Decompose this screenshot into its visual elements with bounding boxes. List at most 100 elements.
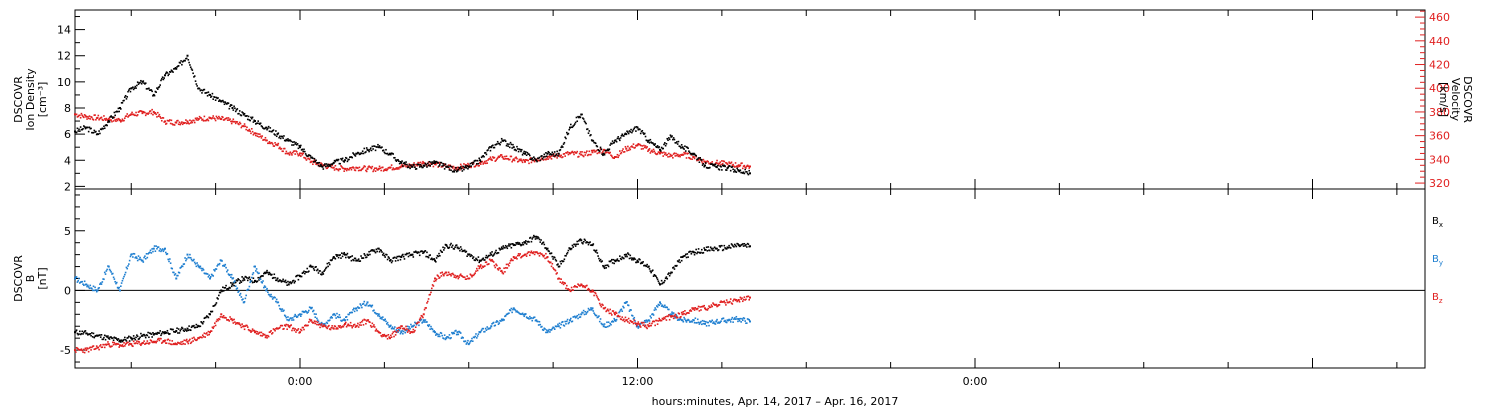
data-point-fill — [216, 265, 219, 267]
data-point-fill — [587, 287, 590, 290]
data-point — [737, 164, 740, 167]
data-point-fill — [99, 117, 102, 119]
data-point-fill — [372, 325, 374, 328]
data-point — [197, 87, 200, 90]
data-point-fill — [243, 123, 246, 125]
data-point-fill — [236, 108, 239, 110]
data-point-fill — [287, 138, 289, 140]
data-point-fill — [493, 264, 496, 267]
data-point-fill — [475, 163, 478, 166]
data-point-fill — [110, 345, 112, 348]
data-point-fill — [127, 341, 129, 344]
data-point-fill — [439, 276, 441, 279]
data-point-fill — [457, 333, 460, 336]
data-point-fill — [644, 321, 647, 324]
data-point-fill — [369, 147, 372, 150]
data-point-fill — [378, 315, 381, 318]
data-point-fill — [258, 122, 260, 125]
data-point-fill — [357, 152, 360, 154]
data-point — [737, 169, 740, 172]
data-point-fill — [259, 277, 261, 279]
data-point-fill — [279, 307, 281, 310]
data-point-fill — [708, 167, 710, 169]
data-point-fill — [721, 169, 723, 171]
data-point-fill — [132, 88, 135, 91]
data-point-fill — [361, 167, 364, 170]
data-point-fill — [279, 148, 282, 150]
data-point-fill — [663, 281, 665, 284]
data-point-fill — [570, 248, 572, 251]
data-point-fill — [278, 136, 280, 139]
data-point-fill — [672, 313, 674, 315]
data-point-fill — [78, 348, 80, 351]
data-point-fill — [474, 259, 476, 262]
data-point-fill — [639, 143, 641, 146]
data-point-fill — [511, 160, 513, 163]
data-point-fill — [463, 276, 465, 279]
data-point-fill — [406, 163, 408, 166]
data-point-fill — [169, 70, 171, 73]
data-point-fill — [274, 296, 276, 299]
data-point-fill — [104, 338, 107, 341]
data-point-fill — [629, 308, 632, 311]
data-point-fill — [533, 251, 535, 253]
data-point-fill — [232, 277, 235, 279]
data-point-fill — [574, 152, 577, 154]
data-point-fill — [624, 132, 627, 135]
data-point-fill — [377, 330, 379, 333]
data-point-fill — [441, 165, 444, 167]
data-point-fill — [138, 337, 141, 340]
data-point-fill — [742, 165, 745, 168]
data-point-fill — [695, 308, 697, 310]
data-point-fill — [709, 321, 712, 323]
data-point-fill — [548, 151, 550, 154]
data-point-fill — [655, 276, 658, 279]
data-point-fill — [667, 308, 669, 311]
data-point — [85, 283, 88, 286]
data-point-fill — [230, 104, 232, 106]
data-point-fill — [650, 317, 652, 319]
data-point-fill — [268, 331, 271, 334]
data-point-fill — [477, 256, 480, 258]
data-point-fill — [660, 150, 662, 152]
data-point-fill — [660, 151, 663, 154]
data-point-fill — [161, 117, 164, 119]
data-point-fill — [241, 111, 243, 113]
data-point-fill — [101, 338, 104, 341]
data-point-fill — [312, 322, 314, 324]
data-point — [602, 265, 605, 268]
data-point-fill — [672, 267, 674, 269]
data-point-fill — [578, 240, 580, 242]
data-point-fill — [83, 331, 85, 334]
data-point-fill — [221, 100, 223, 102]
data-point-fill — [252, 121, 255, 123]
data-point-fill — [128, 340, 131, 342]
data-point-fill — [103, 278, 105, 281]
data-point-fill — [269, 331, 272, 333]
data-point — [265, 126, 268, 129]
data-point-fill — [639, 128, 641, 131]
data-point-fill — [511, 243, 513, 245]
data-point-fill — [328, 164, 331, 166]
data-point-fill — [117, 287, 120, 290]
data-point-fill — [537, 159, 539, 162]
data-point-fill — [160, 342, 163, 344]
data-point-fill — [259, 123, 261, 125]
data-point-fill — [140, 110, 142, 112]
data-point-fill — [333, 313, 336, 315]
data-point-fill — [368, 250, 370, 253]
data-point-fill — [509, 243, 512, 246]
data-point-fill — [360, 255, 362, 257]
data-point — [524, 313, 526, 316]
data-point-fill — [160, 78, 163, 80]
data-point-fill — [103, 125, 105, 128]
data-point — [479, 331, 481, 334]
data-point-fill — [655, 319, 657, 322]
data-point-fill — [314, 160, 317, 163]
data-point-fill — [324, 269, 326, 271]
data-point-fill — [615, 320, 617, 322]
data-point-fill — [541, 157, 543, 160]
data-point-fill — [169, 328, 172, 330]
data-point-fill — [590, 134, 592, 136]
data-point-fill — [234, 281, 237, 284]
